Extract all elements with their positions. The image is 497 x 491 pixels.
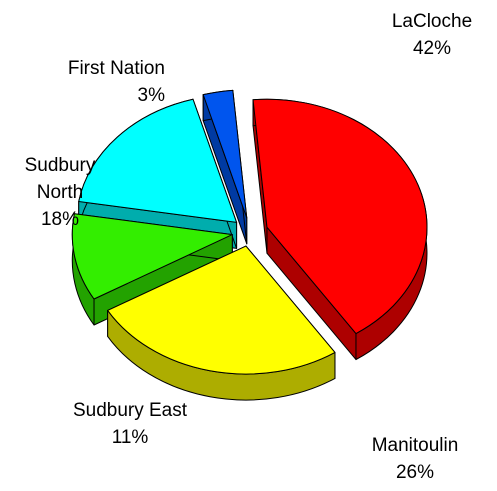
category-label: Sudbury East	[72, 400, 188, 421]
slice	[107, 245, 336, 375]
value-label: 11%	[111, 427, 149, 448]
slice	[202, 89, 248, 245]
category-label: LaCloche	[391, 11, 473, 32]
category-label: Manitoulin	[371, 435, 459, 456]
slice-label: Sudbury East 11%	[50, 397, 210, 451]
category-label: First Nation	[67, 58, 165, 79]
slice	[252, 98, 428, 335]
slice-label: Sudbury North 18%	[10, 152, 110, 233]
slice-label: Manitoulin 26%	[350, 432, 480, 486]
slice	[71, 213, 233, 300]
category-label: Sudbury North	[24, 155, 96, 203]
value-label: 42%	[412, 38, 452, 59]
value-label: 26%	[395, 462, 435, 483]
slice	[107, 245, 336, 401]
slice	[252, 98, 428, 361]
value-label: 3%	[137, 85, 165, 106]
slice-label: First Nation 3%	[30, 55, 165, 109]
value-label: 18%	[40, 209, 80, 230]
slice	[78, 98, 238, 223]
slice	[202, 89, 248, 219]
slice-label: LaCloche 42%	[372, 8, 492, 62]
